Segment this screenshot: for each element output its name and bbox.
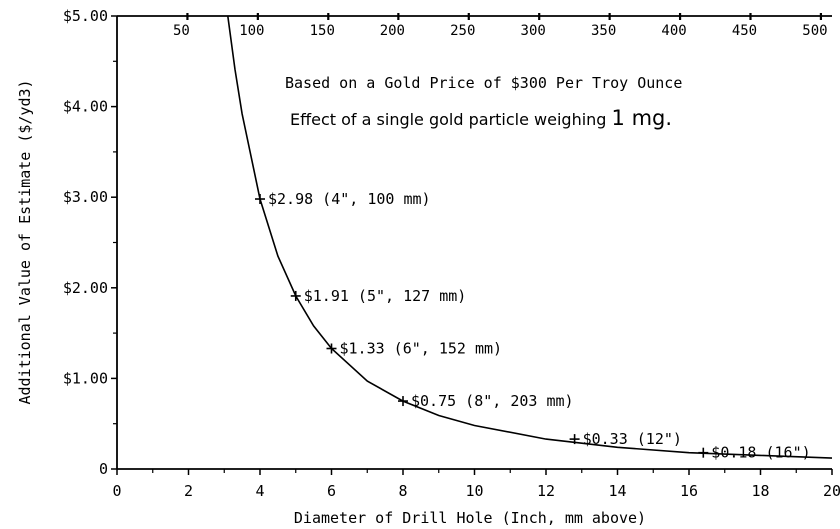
top-tick-label: 100 — [239, 23, 264, 39]
x-axis-ticks: 0 2 4 6 8 10 12 14 16 18 20 — [112, 469, 840, 500]
top-axis-ticks: 50 100 150 200 250 300 350 400 450 500 — [173, 13, 828, 39]
y-tick-label: 0 — [99, 460, 108, 478]
top-tick-label: 50 — [173, 23, 190, 39]
x-tick-label: 18 — [751, 482, 769, 500]
x-tick-label: 14 — [608, 482, 626, 500]
x-tick-label: 2 — [184, 482, 193, 500]
data-label: $0.75 (8", 203 mm) — [411, 392, 574, 410]
annotation-particle: Effect of a single gold particle weighin… — [290, 106, 672, 130]
annotation-particle-weight: 1 mg. — [612, 106, 673, 130]
y-tick-label: $5.00 — [63, 7, 108, 25]
top-tick-label: 300 — [521, 23, 546, 39]
y-axis-ticks: 0 $1.00 $2.00 $3.00 $4.00 $5.00 — [63, 7, 117, 478]
data-label: $1.33 (6", 152 mm) — [340, 340, 503, 358]
x-tick-label: 8 — [398, 482, 407, 500]
x-tick-label: 6 — [327, 482, 336, 500]
x-tick-label: 0 — [112, 482, 121, 500]
top-tick-label: 200 — [380, 23, 405, 39]
annotation-gold-price: Based on a Gold Price of $300 Per Troy O… — [285, 74, 682, 92]
annotation-particle-text: Effect of a single gold particle weighin… — [290, 110, 612, 129]
data-label: $2.98 (4", 100 mm) — [268, 190, 431, 208]
series-line — [227, 15, 833, 459]
y-tick-label: $2.00 — [63, 279, 108, 297]
top-tick-label: 350 — [591, 23, 616, 39]
data-label: $0.33 (12") — [583, 430, 682, 448]
y-tick-label: $4.00 — [63, 98, 108, 116]
top-tick-label: 500 — [802, 23, 827, 39]
y-tick-label: $1.00 — [63, 369, 108, 387]
data-labels: $2.98 (4", 100 mm) $1.91 (5", 127 mm) $1.3… — [255, 190, 811, 462]
x-tick-label: 12 — [537, 482, 555, 500]
y-tick-label: $3.00 — [63, 188, 108, 206]
top-tick-label: 250 — [450, 23, 475, 39]
x-tick-label: 4 — [255, 482, 264, 500]
y-axis-label: Additional Value of Estimate ($/yd3) — [16, 79, 34, 404]
x-tick-label: 20 — [823, 482, 840, 500]
data-label: $1.91 (5", 127 mm) — [304, 287, 467, 305]
top-tick-label: 150 — [310, 23, 335, 39]
top-tick-label: 400 — [661, 23, 686, 39]
x-tick-label: 10 — [465, 482, 483, 500]
x-tick-label: 16 — [680, 482, 698, 500]
top-tick-label: 450 — [732, 23, 757, 39]
data-label: $0.18 (16") — [711, 444, 810, 462]
x-axis-label: Diameter of Drill Hole (Inch, mm above) — [294, 509, 646, 527]
